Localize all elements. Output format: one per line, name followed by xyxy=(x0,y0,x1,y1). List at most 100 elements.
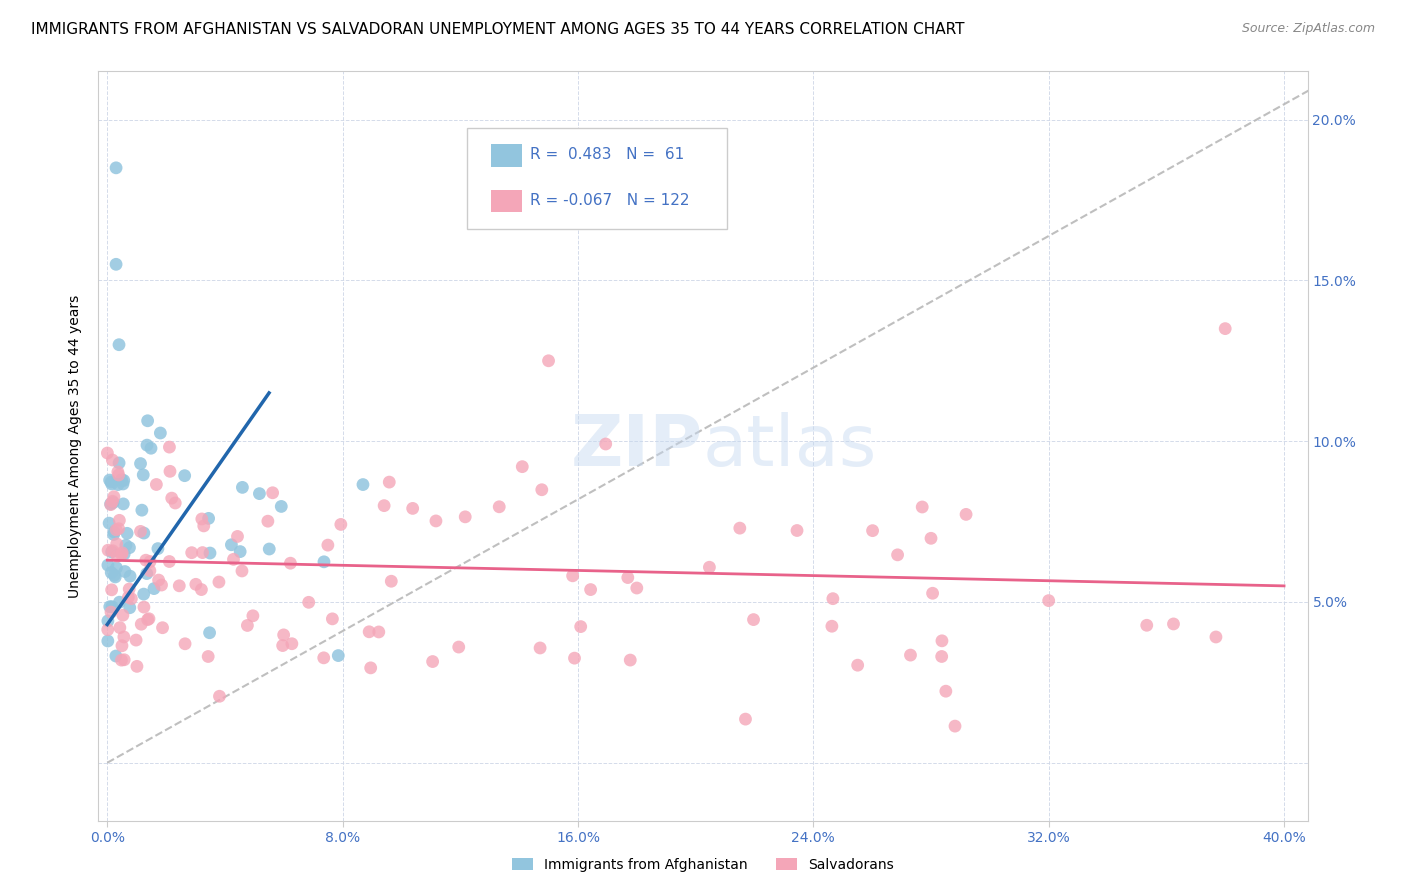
Text: Source: ZipAtlas.com: Source: ZipAtlas.com xyxy=(1241,22,1375,36)
Point xyxy=(447,640,470,654)
Point xyxy=(786,524,808,538)
Point xyxy=(115,538,138,552)
Point xyxy=(103,524,125,539)
Point xyxy=(100,605,122,619)
Point xyxy=(900,648,922,662)
Point xyxy=(105,161,128,175)
Point xyxy=(316,538,339,552)
Point xyxy=(108,456,131,470)
Point xyxy=(120,591,142,606)
Point xyxy=(943,719,966,733)
Point xyxy=(111,608,134,623)
Point xyxy=(115,526,138,541)
Point xyxy=(145,477,167,491)
Point xyxy=(103,495,125,509)
Point xyxy=(110,473,132,487)
Point xyxy=(97,543,120,558)
Point xyxy=(112,630,135,644)
Point xyxy=(360,661,382,675)
FancyBboxPatch shape xyxy=(467,128,727,228)
Point xyxy=(97,623,120,637)
Point xyxy=(821,619,844,633)
Point xyxy=(510,459,533,474)
Point xyxy=(184,577,207,591)
Point xyxy=(108,513,131,527)
Point xyxy=(191,546,214,560)
Point xyxy=(935,684,957,698)
Point xyxy=(100,545,122,559)
Point xyxy=(198,625,221,640)
Point xyxy=(132,587,155,601)
Point xyxy=(197,511,219,525)
Point xyxy=(107,522,129,536)
Point xyxy=(108,621,131,635)
Point xyxy=(117,590,139,604)
Point xyxy=(129,617,152,632)
Point xyxy=(104,570,127,584)
Point xyxy=(619,653,641,667)
Point xyxy=(1163,616,1185,631)
Point xyxy=(197,649,219,664)
Point xyxy=(146,541,169,556)
Point xyxy=(107,477,129,491)
Point xyxy=(111,546,134,560)
Point xyxy=(280,556,302,570)
Point xyxy=(380,574,402,589)
Point xyxy=(112,474,135,488)
Point xyxy=(298,595,321,609)
Point xyxy=(1136,618,1159,632)
Point xyxy=(271,639,294,653)
Point xyxy=(149,425,172,440)
Text: R = -0.067   N = 122: R = -0.067 N = 122 xyxy=(530,194,689,209)
Point xyxy=(488,500,510,514)
Point xyxy=(190,582,212,597)
Point xyxy=(402,501,425,516)
Point xyxy=(229,544,252,558)
Point xyxy=(132,526,155,541)
Point xyxy=(236,618,259,632)
Point xyxy=(1205,630,1227,644)
Point xyxy=(921,586,943,600)
Point xyxy=(105,523,128,537)
Point xyxy=(846,658,869,673)
Point xyxy=(231,480,253,494)
Point xyxy=(821,591,844,606)
Point xyxy=(98,516,121,530)
Point xyxy=(222,552,245,566)
Point xyxy=(100,566,122,580)
Point xyxy=(159,464,181,478)
Y-axis label: Unemployment Among Ages 35 to 44 years: Unemployment Among Ages 35 to 44 years xyxy=(69,294,83,598)
Point xyxy=(208,690,231,704)
Point xyxy=(112,547,135,561)
Point xyxy=(173,468,195,483)
Point xyxy=(226,529,249,543)
Point xyxy=(249,486,271,500)
Point xyxy=(105,549,128,564)
Point xyxy=(169,579,191,593)
Point xyxy=(112,653,135,667)
Point xyxy=(454,509,477,524)
Point xyxy=(160,491,183,505)
Point xyxy=(1213,321,1236,335)
Point xyxy=(112,497,135,511)
Point xyxy=(118,569,141,583)
Point xyxy=(125,633,148,648)
Point xyxy=(321,612,343,626)
Point xyxy=(118,600,141,615)
Point xyxy=(143,582,166,596)
Point xyxy=(103,490,125,504)
Point xyxy=(221,538,243,552)
Point xyxy=(100,582,122,597)
Point xyxy=(139,564,162,578)
Point xyxy=(329,517,352,532)
Point xyxy=(136,414,159,428)
Point xyxy=(270,500,292,514)
Text: IMMIGRANTS FROM AFGHANISTAN VS SALVADORAN UNEMPLOYMENT AMONG AGES 35 TO 44 YEARS: IMMIGRANTS FROM AFGHANISTAN VS SALVADORA… xyxy=(31,22,965,37)
Point xyxy=(101,494,124,508)
Point xyxy=(150,578,173,592)
Point xyxy=(699,560,721,574)
Point xyxy=(911,500,934,514)
Point xyxy=(100,477,122,491)
Point xyxy=(328,648,350,663)
Point xyxy=(111,477,134,491)
